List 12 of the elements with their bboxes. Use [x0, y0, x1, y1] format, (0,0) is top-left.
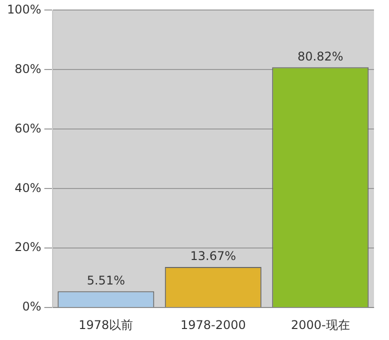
data-label: 13.67%	[190, 249, 236, 264]
data-label: 5.51%	[86, 273, 125, 288]
y-tick-label: 0%	[22, 300, 42, 314]
y-tick-label: 20%	[14, 240, 42, 254]
y-tick-label: 100%	[6, 2, 42, 16]
y-tick-label: 40%	[14, 180, 42, 195]
data-label: 80.82%	[298, 49, 344, 64]
x-tick-label: 2000-现在	[290, 318, 350, 332]
x-tick-label: 1978-2000	[180, 318, 246, 332]
x-tick-label: 1978以前	[78, 318, 134, 332]
y-tick-label: 60%	[14, 121, 42, 136]
y-tick-label: 80%	[14, 62, 42, 76]
